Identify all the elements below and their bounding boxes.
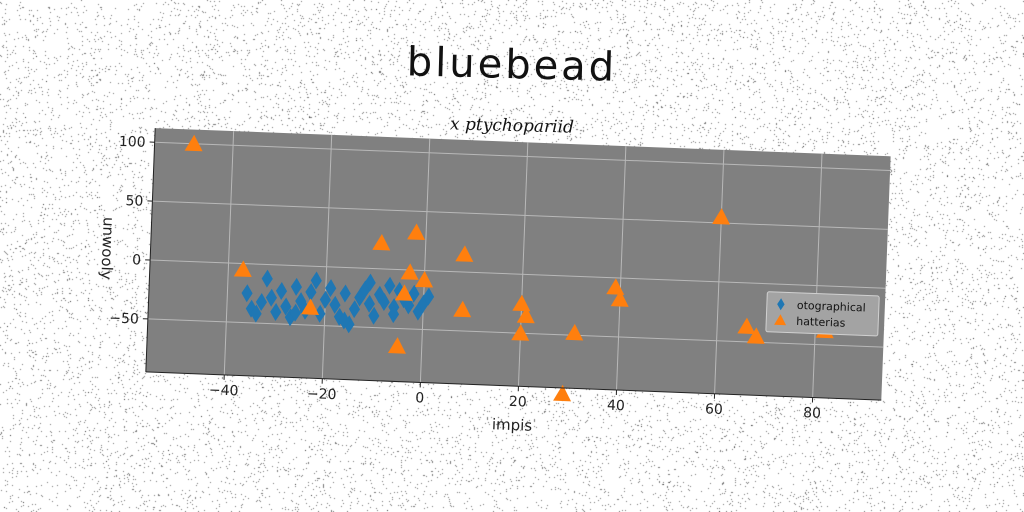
y-tick-label: 50 [125, 193, 143, 210]
x-grid-line [616, 146, 627, 391]
point-otographical [261, 269, 273, 288]
point-otographical [384, 276, 396, 295]
point-hatterias [712, 208, 731, 225]
point-otographical [290, 277, 302, 296]
point-otographical [245, 299, 257, 318]
point-otographical [255, 293, 268, 312]
legend-marker [774, 314, 787, 326]
point-otographical [250, 304, 262, 323]
point-otographical [280, 297, 292, 316]
point-otographical [378, 293, 390, 312]
x-grid-line [419, 138, 431, 383]
point-otographical [338, 311, 350, 330]
point-otographical [314, 304, 326, 323]
point-otographical [329, 295, 341, 314]
point-otographical [310, 271, 322, 290]
point-hatterias [407, 223, 426, 241]
x-tick-label: 60 [705, 401, 723, 418]
legend-marker [777, 298, 785, 311]
point-otographical [368, 306, 380, 325]
axes: −40 −20 0 20 40 60 80 −50 0 50 100 [109, 128, 882, 422]
x-tick-label: −40 [209, 382, 239, 399]
point-otographical [289, 303, 301, 322]
point-hatterias [606, 278, 625, 295]
y-grid-line [150, 259, 886, 289]
y-tick-label: −50 [109, 310, 139, 327]
y-grid-line [152, 200, 888, 230]
point-hatterias [565, 323, 584, 341]
point-hatterias [512, 294, 531, 312]
point-hatterias [301, 298, 320, 315]
data-points [184, 134, 834, 402]
point-hatterias [453, 300, 472, 318]
x-grid-line [223, 131, 235, 375]
point-hatterias [737, 317, 756, 335]
legend-label: hatterias [796, 315, 846, 330]
x-grid-line [812, 153, 823, 398]
x-axis-line [145, 371, 882, 401]
y-axis-label: unwooly [97, 217, 117, 280]
point-otographical [373, 285, 386, 304]
point-hatterias [184, 134, 203, 152]
x-grid-line [321, 134, 333, 379]
x-grid-line [714, 149, 725, 394]
point-otographical [387, 305, 400, 324]
point-otographical [265, 288, 277, 307]
point-otographical [364, 273, 376, 292]
x-grid-line [517, 142, 529, 387]
point-otographical [363, 294, 375, 313]
point-otographical [319, 290, 331, 309]
y-tick-label: 100 [119, 134, 146, 151]
x-tick-label: −20 [307, 386, 337, 403]
point-hatterias [415, 270, 434, 288]
plot-area [145, 128, 891, 401]
y-grid-line [154, 141, 891, 171]
point-hatterias [372, 233, 391, 251]
x-axis-label: impis [492, 415, 533, 435]
point-otographical [333, 307, 346, 326]
point-hatterias [387, 337, 406, 354]
x-tick-label: 80 [803, 405, 821, 422]
point-hatterias [233, 260, 252, 278]
legend-box [765, 291, 880, 337]
point-hatterias [553, 384, 572, 402]
chart-rotated-group: −40 −20 0 20 40 60 80 −50 0 50 100 otographicalhat… [97, 128, 891, 435]
point-otographical [423, 287, 435, 306]
point-hatterias [610, 290, 629, 307]
point-hatterias [511, 324, 530, 341]
point-hatterias [400, 263, 419, 280]
point-hatterias [455, 245, 474, 262]
y-axis-line [145, 128, 156, 372]
point-hatterias [394, 284, 413, 301]
point-otographical [241, 284, 253, 303]
point-otographical [325, 279, 337, 298]
point-otographical [393, 281, 405, 300]
point-otographical [305, 283, 317, 302]
legend-label: otographical [797, 299, 866, 315]
point-otographical [348, 300, 361, 319]
y-tick-label: 0 [132, 252, 142, 268]
point-hatterias [516, 306, 535, 324]
point-otographical [270, 303, 282, 322]
point-otographical [339, 284, 351, 303]
x-tick-label: 20 [509, 394, 527, 411]
x-tick-label: 40 [607, 398, 625, 415]
point-hatterias [746, 327, 765, 344]
point-otographical [295, 292, 307, 311]
point-otographical [343, 315, 355, 334]
x-tick-label: 0 [415, 390, 425, 406]
point-otographical [275, 282, 288, 300]
